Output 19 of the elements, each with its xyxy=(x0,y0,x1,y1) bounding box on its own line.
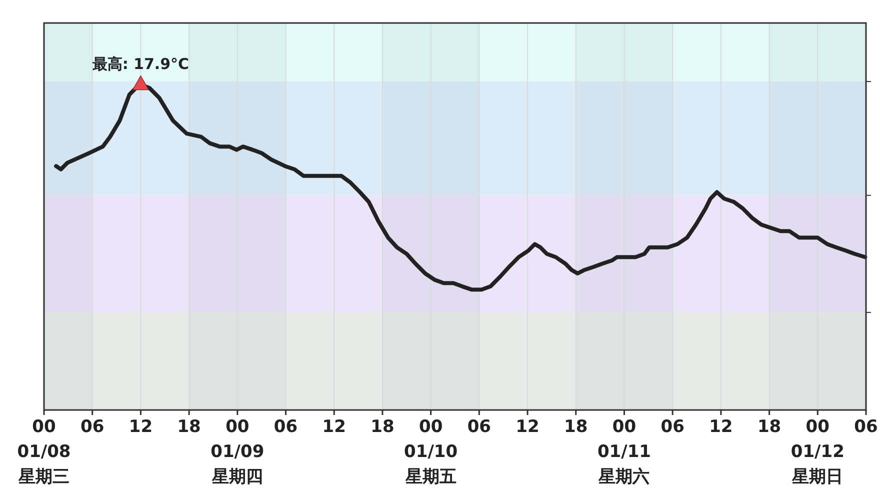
x-tick-label: 06 xyxy=(274,417,298,437)
x-tick-label: 00 01/12 星期日 xyxy=(790,417,844,487)
x-tick-label: 00 01/10 星期五 xyxy=(404,417,458,487)
x-tick-label: 18 xyxy=(370,417,394,437)
x-tick-label: 06 xyxy=(80,417,104,437)
x-tick-label: 06 xyxy=(467,417,492,437)
annotation: 最高: 17.9°C xyxy=(91,54,190,73)
x-tick-label: 00 01/11 星期六 xyxy=(597,417,651,487)
x-tick-label: 12 xyxy=(516,417,540,437)
x-tick-label: 12 xyxy=(709,417,733,437)
x-tick-label: 06 xyxy=(660,417,684,437)
x-tick-label: 00 01/08 星期三 xyxy=(17,417,71,487)
x-tick-label: 06 xyxy=(854,417,878,437)
x-tick-label: 18 xyxy=(177,417,201,437)
x-tick-label: 12 xyxy=(128,417,153,437)
x-tick-label: 00 01/09 星期四 xyxy=(210,417,264,487)
x-tick-label: 18 xyxy=(564,417,588,437)
x-tick-label: 12 xyxy=(322,417,346,437)
x-tick-label: 18 xyxy=(757,417,782,437)
